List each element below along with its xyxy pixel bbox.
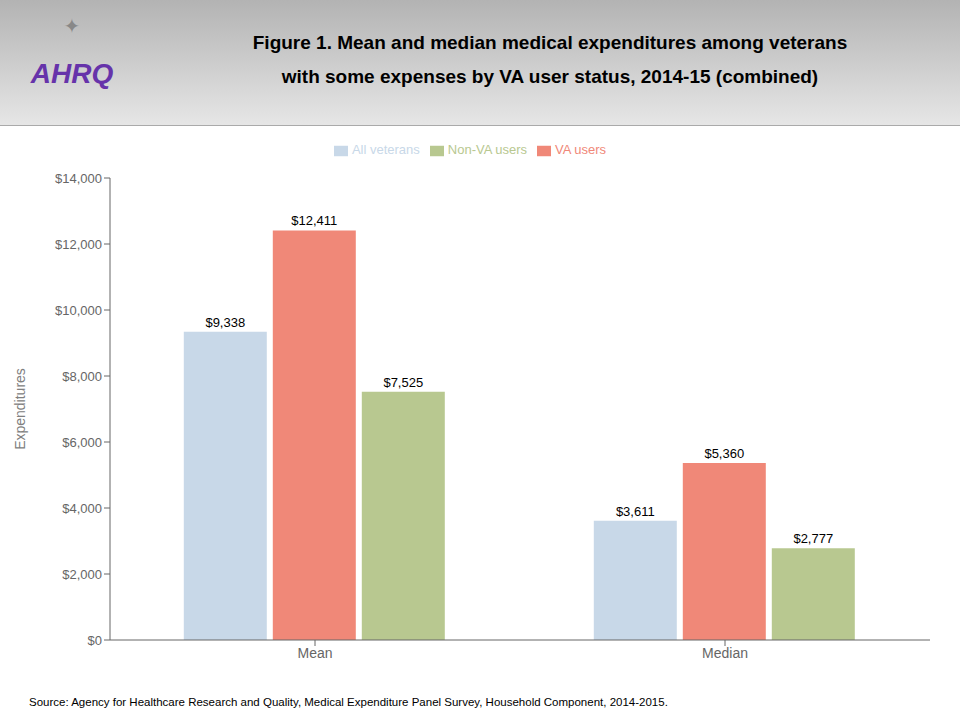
html-text:VA users: VA users [555,142,607,157]
svg-text:Mean: Mean [297,645,332,661]
svg-text:$10,000: $10,000 [55,303,102,318]
svg-text:$12,000: $12,000 [55,237,102,252]
svg-text:$7,525: $7,525 [383,375,423,390]
html-text:AHRQ: AHRQ [30,58,114,89]
html-text:with some expenses by VA user: with some expenses by VA user status, 20… [281,66,819,87]
svg-text:$4,000: $4,000 [62,501,102,516]
svg-text:Median: Median [702,645,748,661]
svg-text:$3,611: $3,611 [616,504,655,519]
svg-text:$12,411: $12,411 [291,213,337,228]
svg-text:$2,777: $2,777 [793,531,833,546]
svg-text:$8,000: $8,000 [62,369,102,384]
html-text:Non-VA users: Non-VA users [447,142,527,157]
html-text:All veterans: All veterans [351,142,420,157]
html-text:Source: Agency for Healthcare: Source: Agency for Healthcare Research a… [29,696,668,708]
svg-text:$9,338: $9,338 [205,315,245,330]
svg-text:Expenditures: Expenditures [12,368,28,450]
svg-text:$2,000: $2,000 [62,567,102,582]
svg-text:$14,000: $14,000 [55,171,102,186]
svg-text:$6,000: $6,000 [62,435,102,450]
svg-text:$5,360: $5,360 [704,446,744,461]
svg-text:$0: $0 [88,633,102,648]
html-text:Figure 1. Mean and median medi: Figure 1. Mean and median medical expend… [252,32,848,53]
